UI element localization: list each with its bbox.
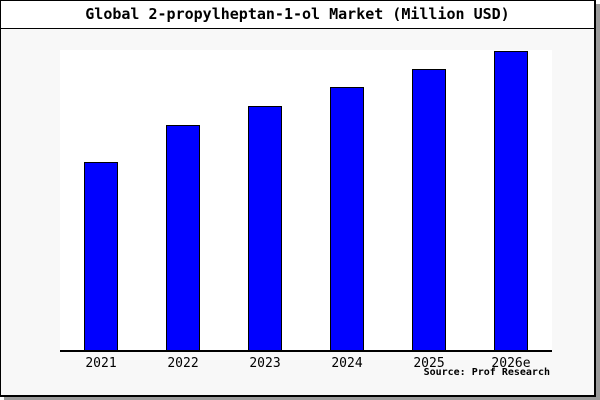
- bar-2021: [84, 162, 118, 350]
- source-note: Source: Prof Research: [423, 367, 550, 378]
- x-tick-label-2023: 2023: [249, 356, 281, 371]
- x-tick-label-2021: 2021: [85, 356, 117, 371]
- x-tick-label-2026e: 2026e: [491, 356, 531, 371]
- x-tick-label-2025: 2025: [413, 356, 445, 371]
- bar-2026e: [494, 51, 528, 350]
- chart-title: Global 2-propylheptan-1-ol Market (Milli…: [85, 5, 510, 23]
- bar-2023: [248, 106, 282, 350]
- bar-2025: [412, 69, 446, 350]
- bar-2024: [330, 87, 364, 350]
- plot-area: [60, 50, 552, 352]
- x-tick-label-2024: 2024: [331, 356, 363, 371]
- x-tick-label-2022: 2022: [167, 356, 199, 371]
- bar-2022: [166, 125, 200, 350]
- title-band: Global 2-propylheptan-1-ol Market (Milli…: [1, 1, 594, 29]
